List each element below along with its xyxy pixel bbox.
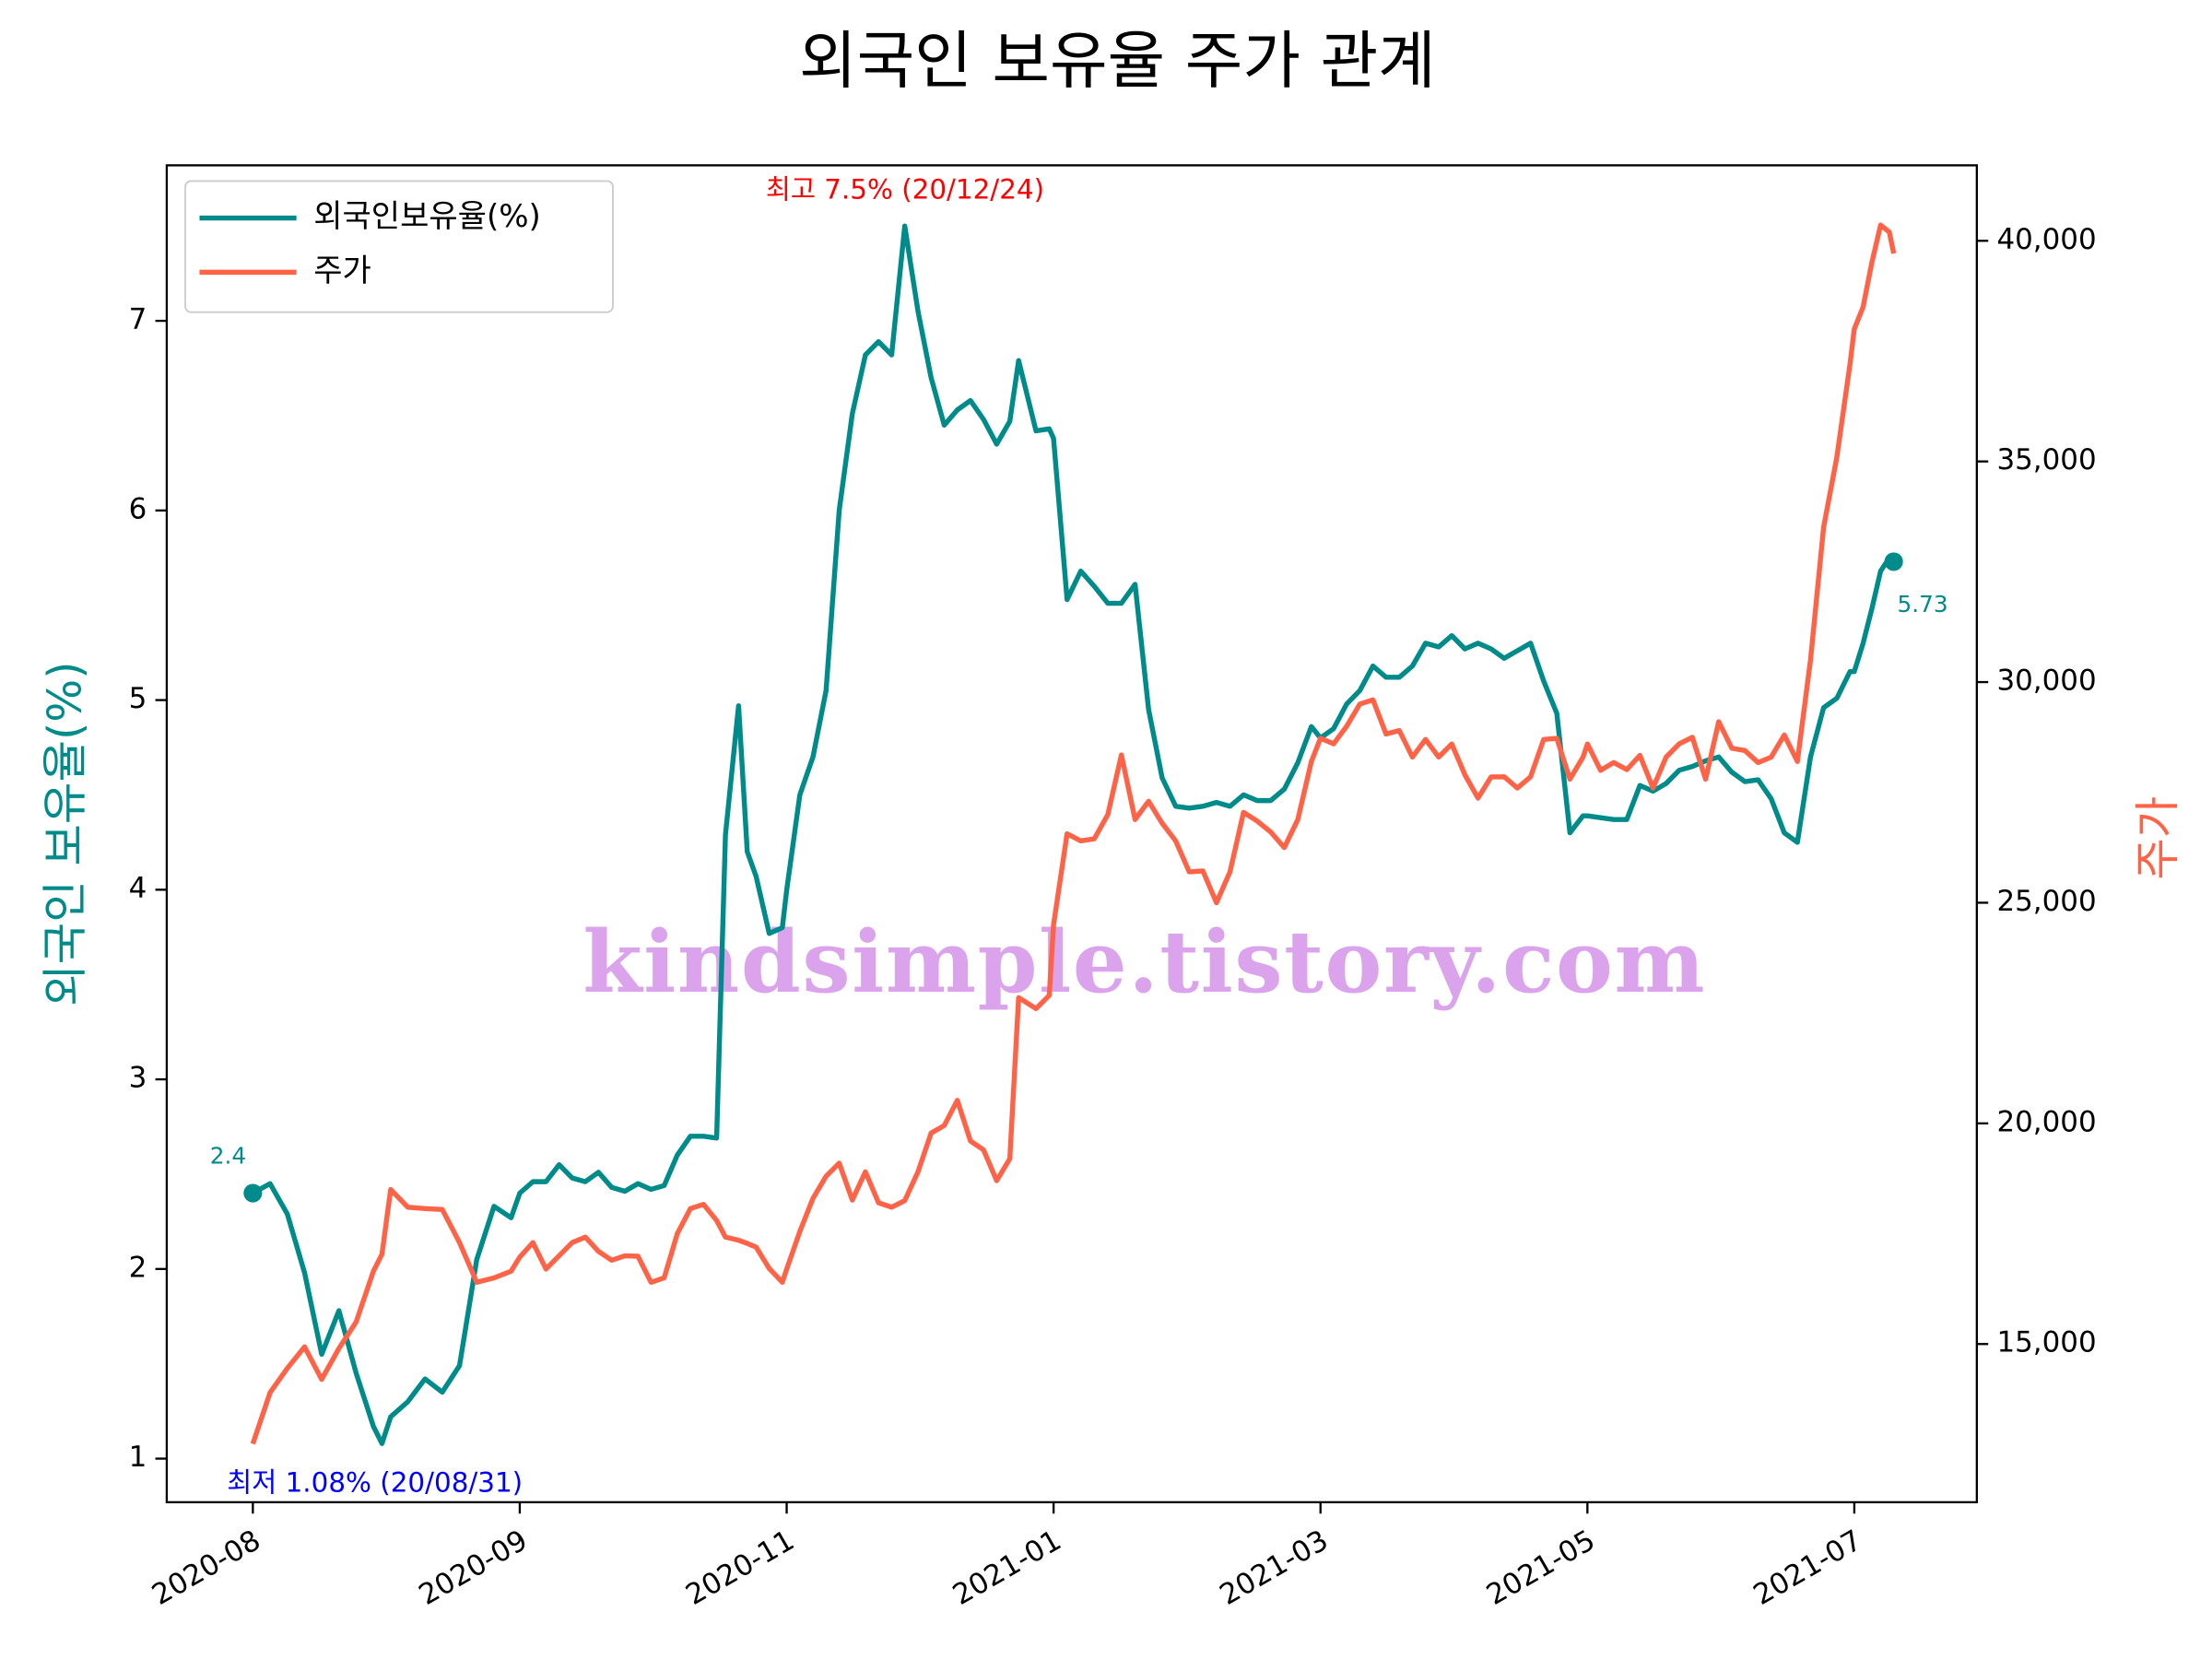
watermark: kindsimple.tistory.com: [582, 912, 1706, 1012]
annotation: 최저 1.08% (20/08/31): [227, 1466, 523, 1498]
plot-frame: [165, 164, 1979, 1504]
y-tick-label: 2: [129, 1251, 147, 1284]
y2-tick-label: 20,000: [1996, 1105, 2096, 1138]
end-marker: [1884, 552, 1903, 571]
y2-tick-label: 40,000: [1996, 223, 2096, 256]
y2-tick-label: 30,000: [1996, 665, 2096, 698]
legend: 외국인보유율(%) 주가: [184, 180, 614, 313]
end-marker: [243, 1183, 263, 1203]
annotation: 5.73: [1898, 591, 1948, 618]
legend-label: 주가: [313, 253, 371, 289]
y-tick-label: 5: [129, 682, 147, 715]
y2-tick-label: 15,000: [1996, 1326, 2096, 1359]
annotation: 최고 7.5% (20/12/24): [766, 174, 1044, 206]
annotation: 2.4: [210, 1143, 246, 1170]
y2-axis-label: 주가: [2131, 796, 2184, 880]
y-tick-label: 4: [129, 872, 147, 905]
legend-box: [184, 180, 614, 313]
y-tick-label: 7: [129, 303, 147, 336]
y-tick-label: 3: [129, 1062, 147, 1095]
y2-tick-label: 35,000: [1996, 443, 2096, 477]
series-line: [250, 222, 1897, 1445]
y-tick-label: 6: [129, 492, 147, 525]
chart-title: 외국인 보유율 주가 관계: [799, 26, 1436, 99]
y-tick-label: 1: [129, 1441, 147, 1474]
y2-tick-label: 25,000: [1996, 885, 2096, 918]
y-axis-label: 외국인 보유율(%): [39, 661, 92, 1006]
series-line: [252, 223, 1896, 1446]
legend-label: 외국인보유율(%): [313, 198, 541, 235]
